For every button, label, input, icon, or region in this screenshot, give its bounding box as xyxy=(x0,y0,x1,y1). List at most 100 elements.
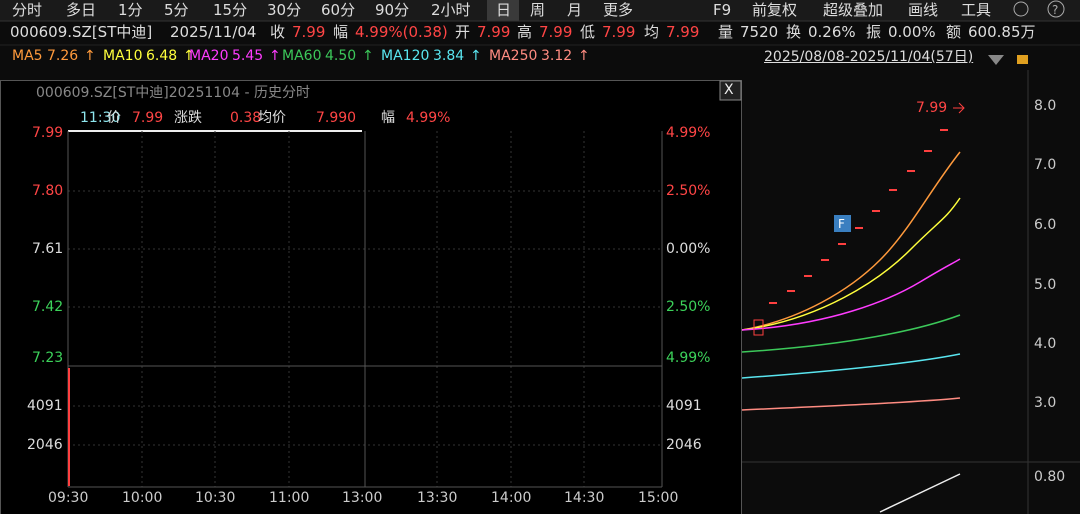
tab[interactable]: 90分 xyxy=(375,1,410,19)
ma-name: MA10 xyxy=(103,48,143,64)
candles xyxy=(753,129,948,336)
time-tick: 15:00 xyxy=(638,490,679,506)
ma-value: 5.45 xyxy=(232,48,264,64)
left-tick: 2046 xyxy=(27,437,63,453)
close-btn-bg[interactable] xyxy=(719,80,742,101)
time-tick: 14:00 xyxy=(491,490,532,506)
quote-label: 低 xyxy=(580,23,596,41)
quote-label: 量 xyxy=(718,23,734,41)
left-tick: 7.42 xyxy=(32,299,64,315)
tab[interactable]: 分时 xyxy=(12,1,43,19)
time-tick: 10:00 xyxy=(122,490,163,506)
ma-lines xyxy=(741,151,961,513)
ma-name: MA20 xyxy=(189,48,229,64)
right-tick: 2.50% xyxy=(666,299,711,315)
time-tick: 11:00 xyxy=(269,490,310,506)
tab[interactable]: 2小时 xyxy=(431,1,471,19)
ma-arrow: ↑ xyxy=(578,48,590,64)
trade-marker: F xyxy=(838,217,845,231)
help-icon[interactable] xyxy=(1047,0,1065,18)
quote-label: 换 xyxy=(786,23,802,41)
indicator-tick: 0.80 xyxy=(1034,469,1066,485)
popup xyxy=(0,80,742,514)
quote-value: 7.99 xyxy=(477,23,511,41)
tool-button[interactable]: 前复权 xyxy=(752,1,798,19)
right-tick: 2.50% xyxy=(666,183,711,199)
price-tick: 5.0 xyxy=(1034,277,1057,293)
tab[interactable]: 1分 xyxy=(118,1,143,19)
popup-frame xyxy=(67,131,663,488)
settings-icon[interactable] xyxy=(1013,1,1029,17)
quote-value: 0.00% xyxy=(888,23,936,41)
last-price: 7.99 xyxy=(916,100,948,116)
tool-button[interactable]: 超级叠加 xyxy=(823,1,884,19)
tab[interactable]: 更多 xyxy=(603,1,634,19)
ma-name: MA120 xyxy=(381,48,430,64)
right-tick: 0.00% xyxy=(666,241,711,257)
toolbar-bg xyxy=(0,0,1080,21)
tab[interactable]: 30分 xyxy=(267,1,302,19)
close-button[interactable]: X xyxy=(724,82,734,98)
help-icon-glyph: ? xyxy=(1052,3,1058,17)
left-tick: 7.61 xyxy=(32,241,64,257)
ma-arrow: ↑ xyxy=(183,48,195,64)
ma-line xyxy=(741,197,961,331)
time-tick: 14:30 xyxy=(564,490,605,506)
tab[interactable]: 15分 xyxy=(213,1,248,19)
ma-arrow: ↑ xyxy=(84,48,96,64)
quote-value: 7.99 xyxy=(292,23,326,41)
price-tick: 7.0 xyxy=(1034,157,1057,173)
indicator-line xyxy=(879,473,961,513)
last-price-arrow xyxy=(953,102,965,114)
quote-label: 振 xyxy=(866,23,882,41)
quote-label: 开 xyxy=(455,23,471,41)
tab[interactable]: 月 xyxy=(567,1,583,19)
right-tick: 2046 xyxy=(666,437,702,453)
left-tick: 7.99 xyxy=(32,125,64,141)
tab[interactable]: 多日 xyxy=(66,1,97,19)
time-tick: 13:00 xyxy=(342,490,383,506)
ma-line xyxy=(741,353,961,379)
right-tick: 4091 xyxy=(666,398,702,414)
ma-value: 3.12 xyxy=(541,48,573,64)
info-value: 4.99% xyxy=(406,110,451,126)
stock-code: 000609.SZ[ST中迪] xyxy=(10,23,153,41)
price-tick: 8.0 xyxy=(1034,98,1057,114)
right-tick: 4.99% xyxy=(666,125,711,141)
ma-line xyxy=(741,314,961,353)
ma-line xyxy=(741,397,961,411)
ma-name: MA5 xyxy=(12,48,43,64)
tool-button[interactable]: 工具 xyxy=(961,1,992,19)
tab[interactable]: 5分 xyxy=(164,1,189,19)
ma-arrow: ↑ xyxy=(470,48,482,64)
info-label: 价 xyxy=(107,110,121,126)
tab[interactable]: 60分 xyxy=(321,1,356,19)
right-tick: 4.99% xyxy=(666,350,711,366)
info-value: 0.38 xyxy=(230,110,262,126)
tab[interactable]: 日 xyxy=(496,1,512,19)
left-tick: 7.80 xyxy=(32,183,64,199)
ma-line xyxy=(741,258,961,331)
time-tick: 13:30 xyxy=(417,490,458,506)
lock-icon[interactable] xyxy=(1017,55,1028,64)
marker-bg xyxy=(834,215,851,232)
ma-value: 7.26 xyxy=(47,48,79,64)
ma-value: 3.84 xyxy=(433,48,465,64)
tab[interactable]: 周 xyxy=(530,1,546,19)
ma-value: 6.48 xyxy=(146,48,178,64)
date-range[interactable]: 2025/08/08-2025/11/04(57日) xyxy=(764,49,974,65)
tool-button[interactable]: F9 xyxy=(713,1,732,19)
info-value: 7.990 xyxy=(316,110,357,126)
tool-button[interactable]: 画线 xyxy=(908,1,939,19)
left-tick: 4091 xyxy=(27,398,63,414)
ma-arrow: ↑ xyxy=(269,48,281,64)
info-label: 幅 xyxy=(381,110,395,126)
price-tick: 3.0 xyxy=(1034,395,1057,411)
quote-value: 4.99%(0.38) xyxy=(355,23,448,41)
info-label: 涨跌 xyxy=(174,110,202,126)
ma-value: 4.50 xyxy=(325,48,357,64)
dropdown-icon[interactable] xyxy=(988,55,1004,65)
quote-value: 600.85万 xyxy=(968,23,1036,41)
